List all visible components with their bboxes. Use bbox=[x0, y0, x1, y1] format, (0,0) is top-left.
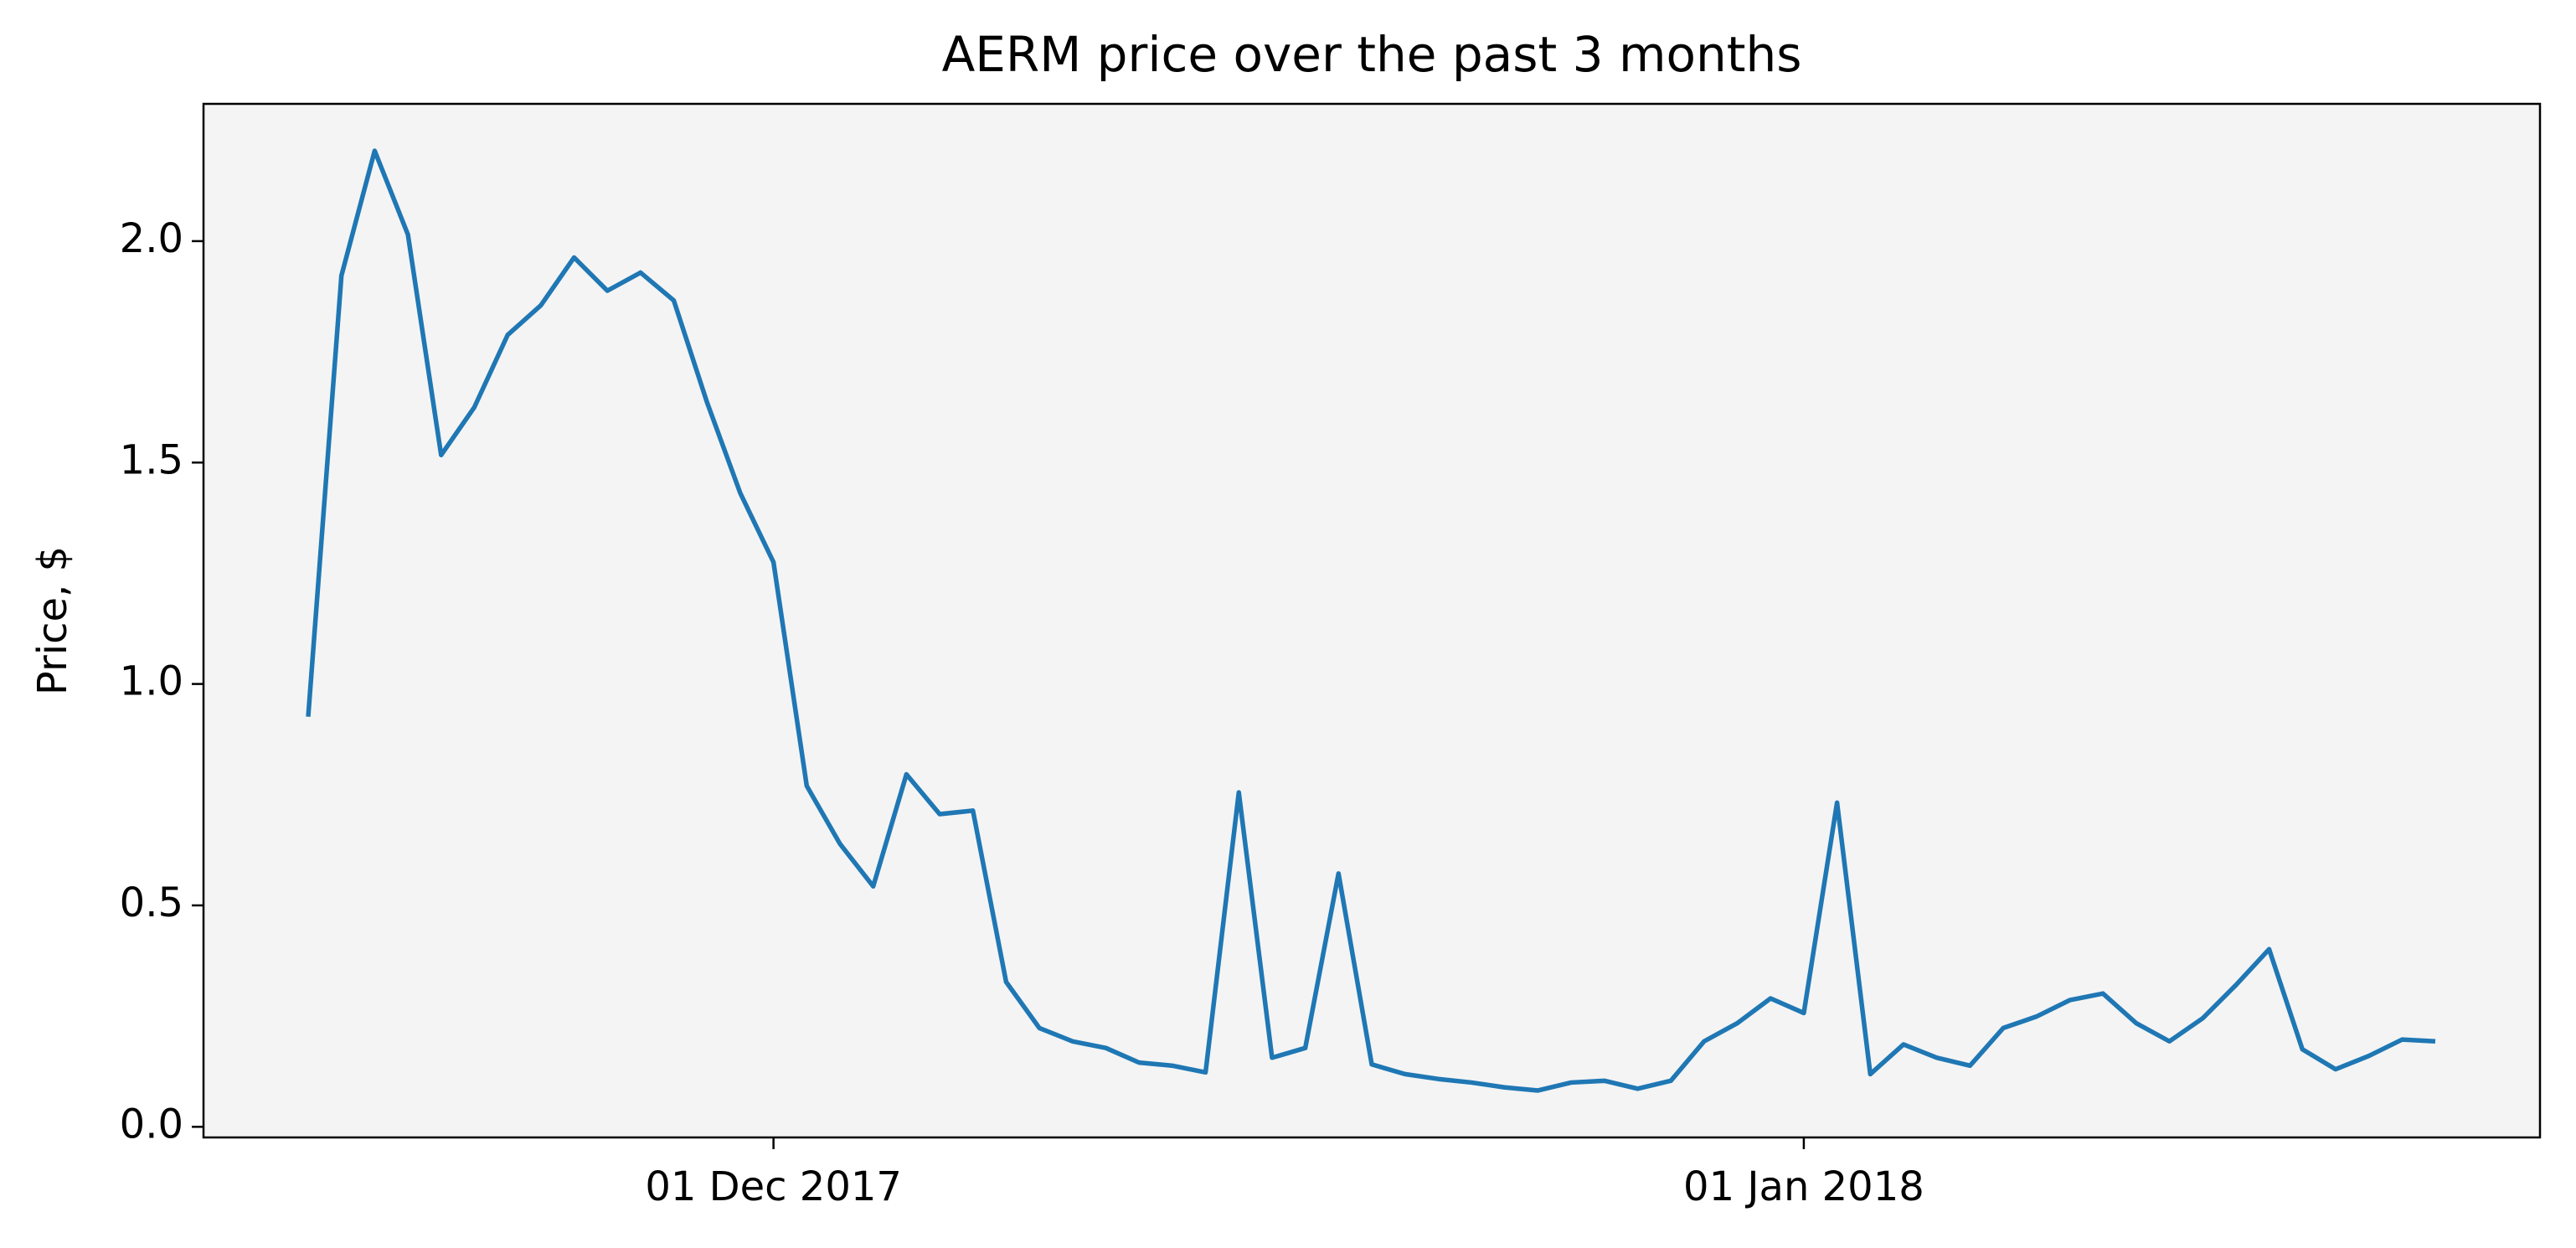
plot-frame bbox=[202, 102, 2542, 1139]
y-tick-label: 0.0 bbox=[120, 1101, 183, 1147]
y-axis-label: Price, $ bbox=[29, 546, 76, 695]
y-tick-label: 1.5 bbox=[120, 436, 183, 483]
price-line bbox=[306, 148, 2436, 1093]
y-tick-label: 1.0 bbox=[120, 658, 183, 705]
y-tick-label: 2.0 bbox=[120, 215, 183, 262]
x-tick-label: 01 Jan 2018 bbox=[1683, 1163, 1924, 1210]
x-tick-label: 01 Dec 2017 bbox=[645, 1163, 902, 1210]
plot-area bbox=[204, 104, 2540, 1137]
chart-title: AERM price over the past 3 months bbox=[942, 26, 1802, 83]
y-tick-label: 0.5 bbox=[120, 879, 183, 926]
